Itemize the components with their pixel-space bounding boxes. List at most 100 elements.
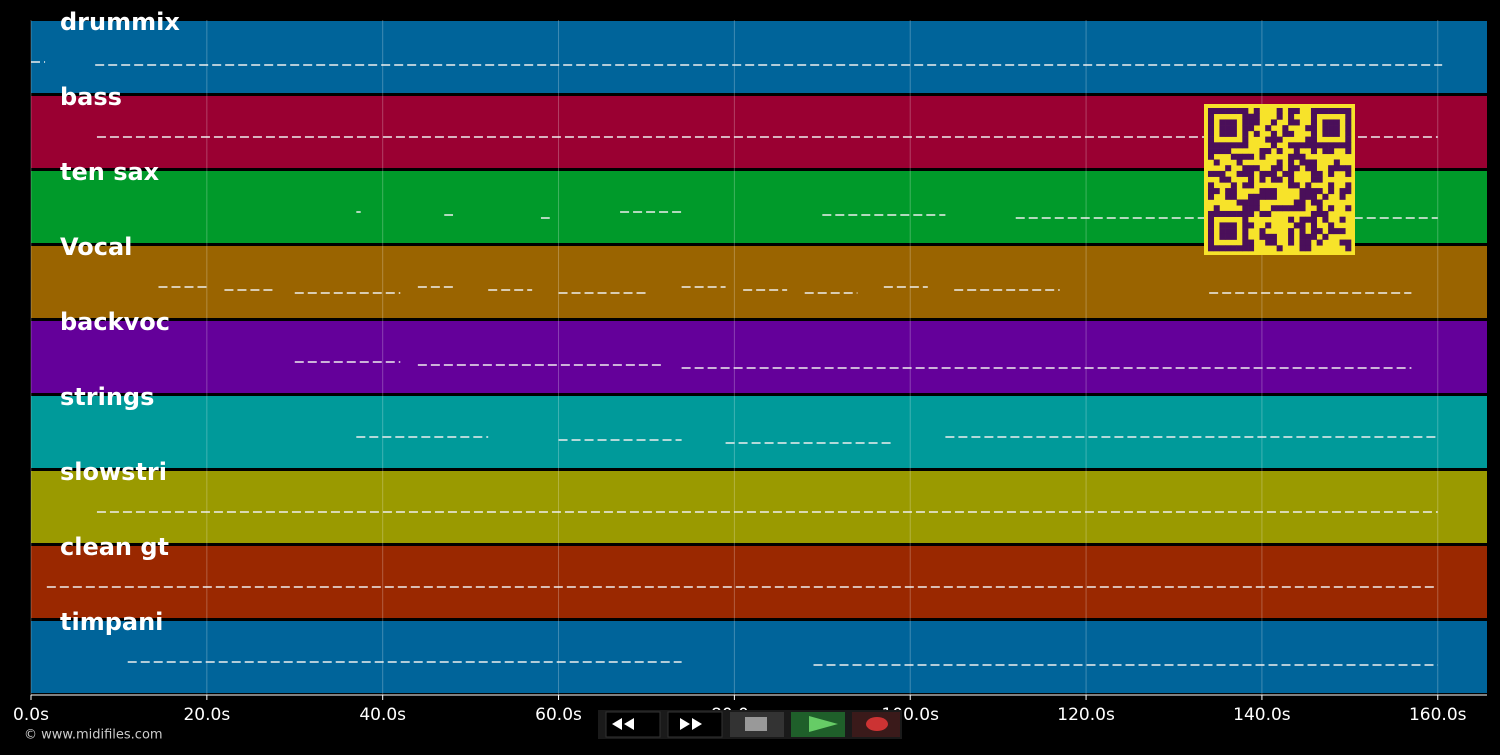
play-icon xyxy=(809,716,838,732)
track-name: backvoc xyxy=(60,308,170,336)
qr-cell xyxy=(1339,165,1346,172)
qr-cell xyxy=(1328,148,1335,155)
qr-cell xyxy=(1345,205,1352,212)
qr-cell xyxy=(1276,159,1283,166)
record-button[interactable] xyxy=(852,712,900,737)
qr-cell xyxy=(1230,228,1237,235)
qr-cell xyxy=(1310,188,1317,195)
qr-cell xyxy=(1242,182,1249,189)
qr-cell xyxy=(1242,142,1249,149)
qr-cell xyxy=(1230,233,1237,240)
qr-cell xyxy=(1322,193,1329,200)
qr-cell xyxy=(1322,142,1329,149)
qr-cell xyxy=(1333,119,1340,126)
qr-cell xyxy=(1253,193,1260,200)
track-lane xyxy=(31,396,1487,468)
qr-cell xyxy=(1253,205,1260,212)
qr-cell xyxy=(1316,142,1323,149)
qr-cell xyxy=(1310,119,1317,126)
qr-cell xyxy=(1305,182,1312,189)
qr-cell xyxy=(1265,188,1272,195)
qr-cell xyxy=(1310,136,1317,143)
qr-cell xyxy=(1242,239,1249,246)
qr-cell xyxy=(1259,176,1266,183)
qr-cell xyxy=(1248,119,1255,126)
qr-cell xyxy=(1230,142,1237,149)
qr-cell xyxy=(1248,170,1255,177)
qr-cell xyxy=(1265,136,1272,143)
qr-cell xyxy=(1208,113,1215,120)
qr-cell xyxy=(1288,233,1295,240)
track-name: timpani xyxy=(60,608,163,636)
qr-cell xyxy=(1316,170,1323,177)
qr-cell xyxy=(1305,142,1312,149)
qr-cell xyxy=(1225,176,1232,183)
forward-button[interactable] xyxy=(667,711,723,738)
x-tick-label: 120.0s xyxy=(1057,705,1115,725)
qr-cell xyxy=(1270,188,1277,195)
qr-cell xyxy=(1242,228,1249,235)
qr-cell xyxy=(1265,210,1272,217)
qr-cell xyxy=(1276,113,1283,120)
qr-cell xyxy=(1293,165,1300,172)
qr-cell xyxy=(1299,142,1306,149)
qr-cell xyxy=(1299,153,1306,160)
qr-cell xyxy=(1219,148,1226,155)
stop-button[interactable] xyxy=(730,712,784,737)
track-lane xyxy=(31,321,1487,393)
qr-cell xyxy=(1328,125,1335,132)
qr-cell xyxy=(1288,205,1295,212)
qr-cell xyxy=(1225,165,1232,172)
qr-cell xyxy=(1310,233,1317,240)
qr-cell xyxy=(1208,245,1215,252)
qr-cell xyxy=(1230,210,1237,217)
qr-cell xyxy=(1259,148,1266,155)
qr-cell xyxy=(1339,228,1346,235)
qr-cell xyxy=(1213,205,1220,212)
track-name: ten sax xyxy=(60,158,160,186)
qr-cell xyxy=(1242,210,1249,217)
qr-cell xyxy=(1248,176,1255,183)
qr-cell xyxy=(1305,188,1312,195)
x-tick-label: 60.0s xyxy=(535,705,582,725)
qr-cell xyxy=(1276,148,1283,155)
track-name: slowstri xyxy=(60,458,167,486)
qr-cell xyxy=(1316,199,1323,206)
qr-cell xyxy=(1219,233,1226,240)
qr-cell xyxy=(1242,113,1249,120)
qr-cell xyxy=(1322,148,1329,155)
qr-cell xyxy=(1219,119,1226,126)
qr-cell xyxy=(1225,188,1232,195)
qr-cell xyxy=(1299,199,1306,206)
qr-cell xyxy=(1213,170,1220,177)
qr-cell xyxy=(1282,125,1289,132)
qr-cell xyxy=(1208,239,1215,246)
qr-cell xyxy=(1225,142,1232,149)
qr-cell xyxy=(1213,148,1220,155)
forward-icon xyxy=(680,718,702,730)
qr-cell xyxy=(1219,228,1226,235)
qr-cell xyxy=(1299,205,1306,212)
qr-cell xyxy=(1248,239,1255,246)
qr-cell xyxy=(1270,142,1277,149)
qr-cell xyxy=(1208,119,1215,126)
track-name: strings xyxy=(60,383,154,411)
qr-cell xyxy=(1299,239,1306,246)
rewind-button[interactable] xyxy=(605,711,661,738)
qr-cell xyxy=(1305,239,1312,246)
qr-cell xyxy=(1345,142,1352,149)
qr-cell xyxy=(1322,233,1329,240)
play-button[interactable] xyxy=(791,712,845,737)
qr-cell xyxy=(1333,165,1340,172)
qr-cell xyxy=(1230,193,1237,200)
qr-cell xyxy=(1276,245,1283,252)
qr-cell xyxy=(1259,193,1266,200)
qr-cell xyxy=(1208,153,1215,160)
qr-cell xyxy=(1345,113,1352,120)
qr-cell xyxy=(1230,119,1237,126)
qr-cell xyxy=(1242,170,1249,177)
qr-cell xyxy=(1282,205,1289,212)
qr-cell xyxy=(1310,130,1317,137)
qr-cell xyxy=(1230,125,1237,132)
qr-cell xyxy=(1253,113,1260,120)
